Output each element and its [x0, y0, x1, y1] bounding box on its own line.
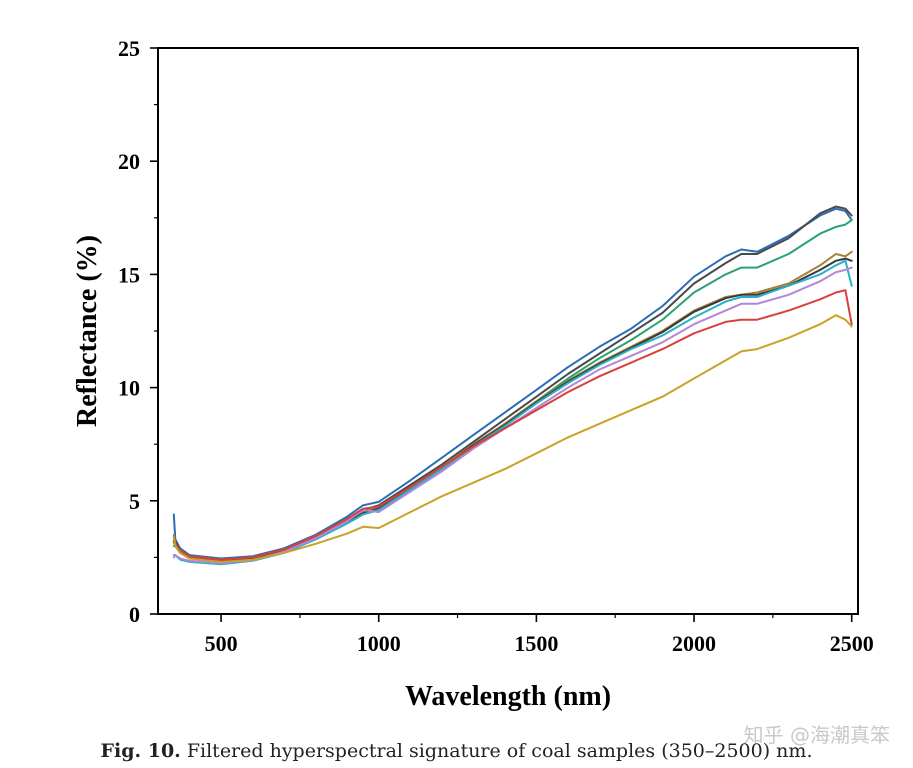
x-tick-label-4: 2500	[830, 631, 874, 656]
x-tick-label-3: 2000	[672, 631, 716, 656]
series-layer	[172, 205, 853, 566]
figure-caption-text: Filtered hyperspectral signature of coal…	[186, 740, 813, 762]
y-axis: 0 5 10 15 20 25	[118, 36, 158, 627]
series-line-6	[172, 266, 853, 565]
figure-caption: Fig. 10. Filtered hyperspectral signatur…	[0, 740, 913, 762]
series-line-8	[172, 314, 853, 563]
y-tick-label-0: 0	[129, 602, 140, 627]
x-tick-label-1: 1000	[357, 631, 401, 656]
series-line-2	[172, 219, 853, 562]
figure-label: Fig. 10.	[100, 740, 181, 762]
y-tick-label-2: 10	[118, 376, 140, 401]
x-tick-label-0: 500	[205, 631, 238, 656]
watermark: 知乎 @海潮真笨	[744, 723, 890, 747]
y-tick-label-4: 20	[118, 149, 140, 174]
plot-frame	[157, 47, 859, 615]
y-tick-label-1: 5	[129, 489, 140, 514]
y-tick-label-5: 25	[118, 36, 140, 61]
series-line-0	[172, 207, 853, 560]
y-tick-label-3: 15	[118, 262, 140, 287]
x-axis: 500 1000 1500 2000 2500	[205, 614, 874, 656]
series-line-7	[172, 289, 853, 561]
x-tick-label-2: 1500	[514, 631, 558, 656]
y-axis-title: Reflectance (%)	[72, 235, 103, 427]
series-line-1	[172, 205, 853, 561]
x-axis-title: Wavelength (nm)	[405, 681, 611, 712]
